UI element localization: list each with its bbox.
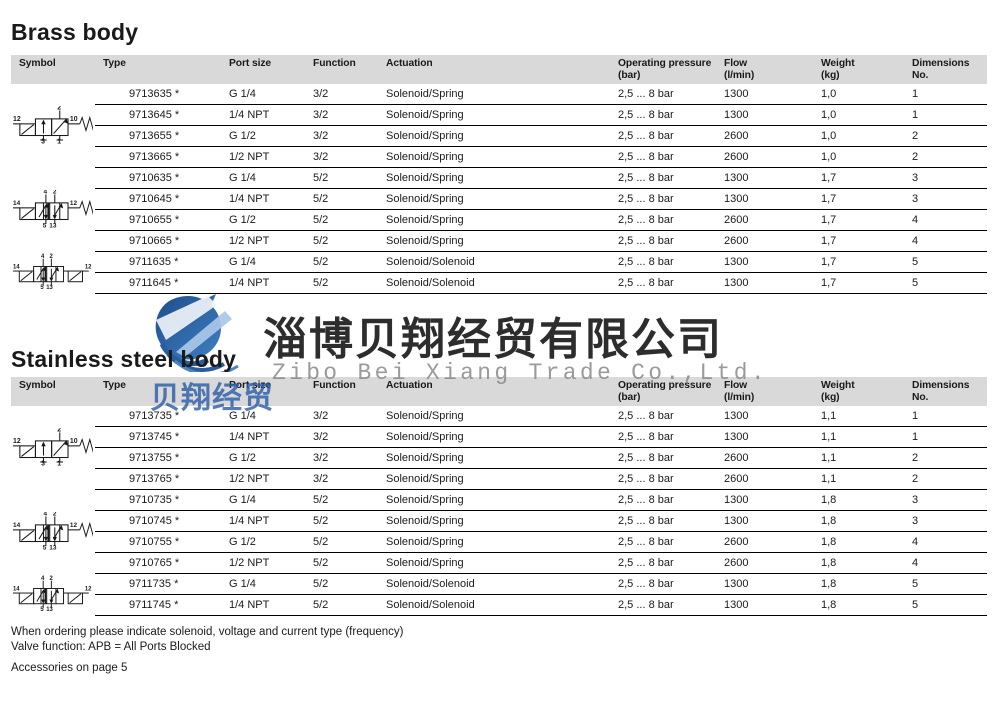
svg-text:4: 4 [43,512,47,517]
svg-text:4: 4 [41,253,45,259]
svg-text:12: 12 [70,199,78,206]
svg-text:2: 2 [50,575,54,581]
svg-text:5: 5 [43,544,47,551]
svg-text:1: 1 [57,138,61,145]
svg-text:12: 12 [13,116,21,123]
svg-text:2: 2 [53,190,57,195]
svg-text:10: 10 [70,116,78,123]
svg-text:1: 1 [57,460,61,467]
svg-text:3: 3 [41,138,45,145]
svg-text:5: 5 [40,606,44,612]
svg-text:3: 3 [50,606,54,612]
svg-text:14: 14 [13,586,20,592]
svg-text:12: 12 [13,438,21,445]
svg-text:12: 12 [70,521,78,528]
svg-text:12: 12 [85,264,92,270]
svg-text:12: 12 [85,586,92,592]
svg-text:4: 4 [43,190,47,195]
svg-text:5: 5 [40,284,44,290]
svg-text:2: 2 [57,428,61,433]
svg-text:4: 4 [41,575,45,581]
svg-text:10: 10 [70,438,78,445]
svg-text:3: 3 [53,544,57,551]
svg-text:3: 3 [41,460,45,467]
svg-text:3: 3 [53,222,57,229]
svg-text:14: 14 [13,264,20,270]
svg-text:2: 2 [57,106,61,111]
svg-text:2: 2 [50,253,54,259]
svg-text:14: 14 [13,521,21,528]
svg-text:5: 5 [43,222,47,229]
svg-text:2: 2 [53,512,57,517]
svg-text:14: 14 [13,199,21,206]
svg-text:3: 3 [50,284,54,290]
